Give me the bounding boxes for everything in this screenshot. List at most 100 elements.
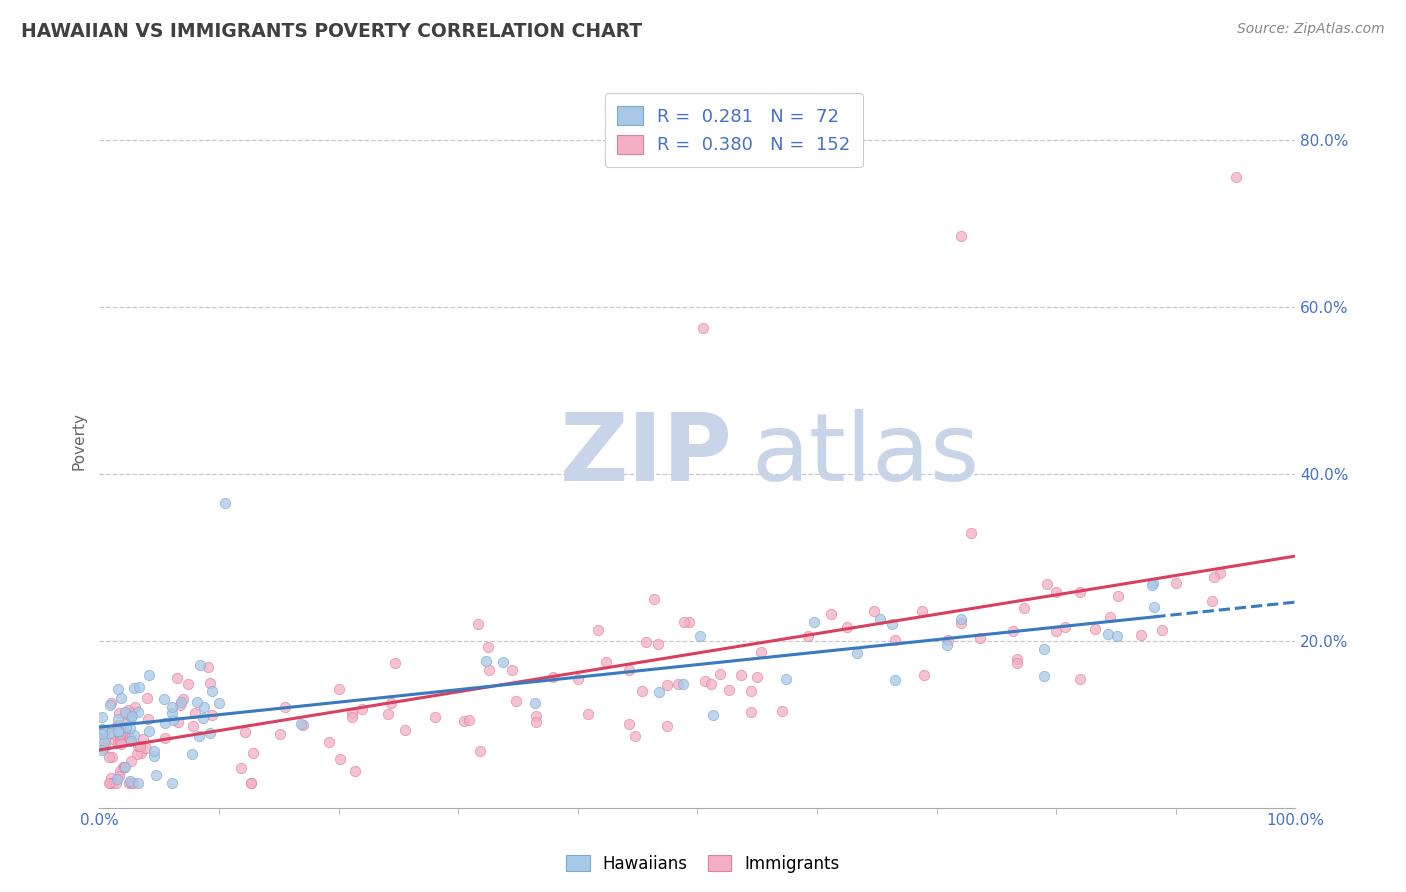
Point (108, 735, 131, 749)
Point (797, 629, 820, 643)
Point (863, 603, 886, 617)
Point (170, 695, 193, 709)
Point (198, 725, 221, 739)
Point (115, 707, 138, 722)
Point (648, 684, 671, 698)
Point (695, 674, 717, 689)
Point (1033, 668, 1056, 682)
Point (90, 726, 112, 740)
Point (91, 742, 114, 756)
Point (1143, 599, 1166, 614)
Point (700, 677, 723, 691)
Point (749, 645, 772, 659)
Point (93, 735, 115, 749)
Point (128, 680, 150, 694)
Point (183, 719, 205, 733)
Text: Source: ZipAtlas.com: Source: ZipAtlas.com (1237, 22, 1385, 37)
Point (214, 496, 236, 510)
Point (576, 707, 599, 722)
Point (702, 708, 724, 723)
Point (98, 776, 121, 790)
Point (153, 691, 176, 706)
Point (112, 760, 135, 774)
Point (120, 754, 142, 768)
Point (100, 771, 122, 785)
Point (1045, 585, 1067, 599)
Point (93, 724, 115, 739)
Point (107, 712, 129, 726)
Point (524, 696, 547, 710)
Point (122, 776, 145, 790)
Point (884, 673, 907, 687)
Point (162, 713, 184, 727)
Point (197, 660, 219, 674)
Point (666, 677, 689, 691)
Point (949, 612, 972, 626)
Point (949, 228, 972, 243)
Point (468, 744, 491, 758)
Point (350, 702, 373, 716)
Point (115, 722, 138, 736)
Point (423, 710, 446, 724)
Point (567, 673, 589, 687)
Point (208, 696, 231, 710)
Point (121, 709, 143, 723)
Point (167, 714, 190, 729)
Point (193, 700, 215, 714)
Point (240, 776, 263, 790)
Point (108, 764, 131, 779)
Point (478, 663, 501, 677)
Point (98, 750, 121, 764)
Point (1033, 641, 1056, 656)
Point (120, 706, 142, 720)
Point (1129, 628, 1152, 642)
Point (290, 717, 312, 731)
Point (114, 715, 136, 730)
Point (100, 749, 122, 764)
Point (524, 709, 547, 723)
Point (129, 746, 152, 760)
Point (122, 681, 145, 695)
Point (111, 760, 134, 774)
Point (458, 713, 481, 727)
Point (198, 675, 221, 690)
Point (689, 629, 711, 643)
Point (505, 694, 527, 708)
Point (127, 705, 149, 719)
Point (1107, 589, 1129, 603)
Point (1069, 584, 1091, 599)
Point (1166, 576, 1188, 591)
Point (172, 692, 194, 706)
Point (125, 747, 148, 761)
Point (120, 710, 142, 724)
Point (201, 684, 224, 698)
Point (1097, 627, 1119, 641)
Point (114, 705, 136, 719)
Point (672, 677, 695, 691)
Point (291, 718, 314, 732)
Point (177, 677, 200, 691)
Point (100, 698, 122, 713)
Point (103, 727, 125, 741)
Point (94, 731, 117, 746)
Point (101, 776, 124, 790)
Point (730, 668, 752, 682)
Point (394, 723, 416, 737)
Point (624, 729, 647, 743)
Point (1045, 624, 1067, 638)
Point (1150, 624, 1173, 638)
Point (477, 640, 499, 654)
Legend: R =  0.281   N =  72, R =  0.380   N =  152: R = 0.281 N = 72, R = 0.380 N = 152 (605, 93, 863, 167)
Point (869, 612, 891, 626)
Point (340, 706, 363, 721)
Point (273, 699, 295, 714)
Point (1036, 577, 1059, 591)
Point (678, 615, 700, 629)
Point (617, 663, 640, 677)
Point (1225, 170, 1247, 185)
Point (91, 722, 114, 736)
Point (1099, 610, 1122, 624)
Point (655, 719, 678, 733)
Point (474, 654, 496, 668)
Point (135, 740, 157, 755)
